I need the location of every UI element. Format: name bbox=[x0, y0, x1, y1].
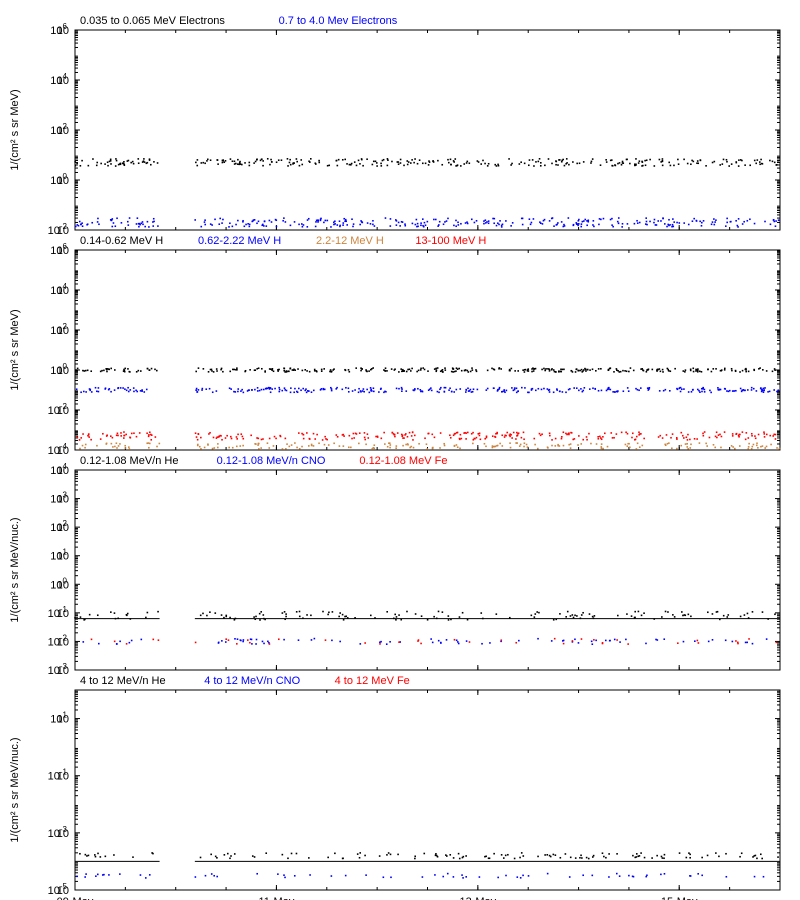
y-axis-label: 1/(cm² s sr MeV) bbox=[9, 309, 21, 390]
legend-label: 0.62-2.22 MeV H bbox=[198, 235, 281, 247]
x-tick-label: 09-May bbox=[57, 896, 94, 900]
chart-container: 101010101010-21001021041061/(cm² s sr Me… bbox=[0, 0, 800, 900]
legend-label: 4 to 12 MeV/n He bbox=[80, 675, 166, 687]
data-series bbox=[75, 217, 779, 228]
x-tick-label: 13-May bbox=[459, 896, 496, 900]
legend-label: 0.12-1.08 MeV Fe bbox=[359, 455, 447, 467]
data-series bbox=[82, 638, 767, 645]
x-tick-label: 11-May bbox=[258, 896, 294, 900]
legend-label: 4 to 12 MeV/n CNO bbox=[204, 675, 300, 687]
data-series bbox=[77, 431, 777, 441]
data-series bbox=[91, 638, 777, 645]
data-series bbox=[76, 387, 779, 393]
legend-label: 0.7 to 4.0 Mev Electrons bbox=[279, 15, 398, 27]
data-series bbox=[74, 158, 778, 167]
panel-frame bbox=[75, 250, 780, 450]
data-series bbox=[75, 367, 776, 373]
legend-label: 2.2-12 MeV H bbox=[316, 235, 384, 247]
data-series bbox=[79, 852, 779, 859]
legend-label: 4 to 12 MeV Fe bbox=[335, 675, 410, 687]
legend-label: 0.035 to 0.065 MeV Electrons bbox=[80, 15, 225, 27]
legend-label: 13-100 MeV H bbox=[415, 235, 486, 247]
panel-frame bbox=[75, 30, 780, 230]
legend-label: 0.14-0.62 MeV H bbox=[80, 235, 163, 247]
y-axis-label: 1/(cm² s sr MeV/nuc.) bbox=[9, 517, 21, 622]
panel-frame bbox=[75, 470, 780, 670]
data-series bbox=[74, 611, 776, 621]
data-series bbox=[76, 873, 764, 879]
legend-label: 0.12-1.08 MeV/n CNO bbox=[217, 455, 326, 467]
data-series bbox=[79, 442, 780, 450]
panel-frame bbox=[75, 690, 780, 890]
y-axis-label: 1/(cm² s sr MeV/nuc.) bbox=[9, 737, 21, 842]
y-axis-label: 1/(cm² s sr MeV) bbox=[9, 89, 21, 170]
x-tick-label: 15-May bbox=[661, 896, 698, 900]
legend-label: 0.12-1.08 MeV/n He bbox=[80, 455, 178, 467]
chart-svg: 101010101010-21001021041061/(cm² s sr Me… bbox=[0, 0, 800, 900]
